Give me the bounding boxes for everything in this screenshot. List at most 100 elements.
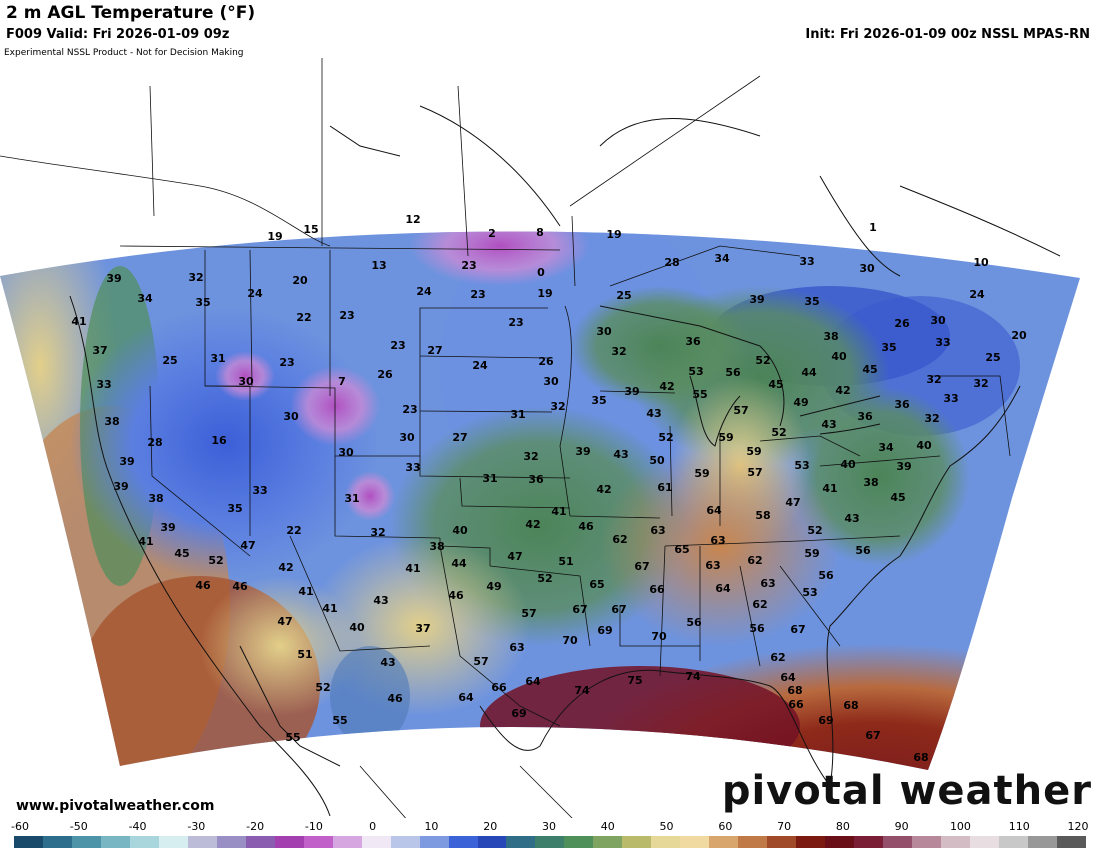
colorbar-swatch (593, 836, 623, 848)
temperature-value: 57 (747, 466, 762, 479)
temperature-value: 35 (881, 341, 896, 354)
temperature-field (0, 231, 1080, 770)
colorbar-swatch (998, 836, 1028, 848)
temperature-value: 63 (760, 577, 775, 590)
temperature-value: 39 (106, 272, 121, 285)
temperature-value: 42 (835, 384, 850, 397)
temperature-value: 23 (508, 316, 523, 329)
temperature-value: 40 (349, 621, 365, 634)
temperature-value: 33 (943, 392, 958, 405)
temperature-value: 43 (380, 656, 395, 669)
temperature-value: 0 (537, 266, 545, 279)
temperature-value: 24 (247, 287, 263, 300)
colorbar-tick-label: -30 (187, 820, 206, 833)
temperature-value: 33 (935, 336, 950, 349)
temperature-value: 39 (113, 480, 128, 493)
temperature-value: 46 (387, 692, 403, 705)
colorbar-swatch (564, 836, 594, 848)
temperature-value: 74 (685, 670, 701, 683)
colorbar-tick-label: -40 (128, 820, 147, 833)
coastlines (69, 105, 1061, 817)
colorbar-tick-label: 30 (542, 820, 556, 833)
colorbar-tick-label: 110 (1008, 820, 1030, 833)
temperature-value: 69 (597, 624, 612, 637)
temperature-value: 38 (823, 330, 838, 343)
temperature-value: 12 (405, 213, 420, 226)
temperature-value: 43 (646, 407, 661, 420)
colorbar-tick-label: 40 (600, 820, 615, 833)
temperature-value: 63 (710, 534, 725, 547)
borders (0, 58, 1011, 818)
temperature-value: 70 (651, 630, 667, 643)
temperature-value: 39 (624, 385, 639, 398)
temperature-value: 40 (840, 458, 856, 471)
temperature-value: 37 (415, 622, 430, 635)
temperature-value: 22 (296, 311, 311, 324)
temperature-value: 23 (279, 356, 294, 369)
temperature-value: 62 (612, 533, 627, 546)
temperature-value: 24 (969, 288, 985, 301)
colorbar-swatch (1056, 836, 1086, 848)
temperature-value: 64 (715, 582, 731, 595)
temperature-value: 19 (537, 287, 552, 300)
temperature-value: 30 (596, 325, 612, 338)
colorbar-swatch (1027, 836, 1057, 848)
temperature-value: 46 (195, 579, 211, 592)
temperature-value: 64 (458, 691, 474, 704)
colorbar-swatch (100, 836, 130, 848)
temperature-value: 57 (473, 655, 488, 668)
disclaimer: Experimental NSSL Product - Not for Deci… (4, 48, 244, 58)
temperature-value: 31 (344, 492, 359, 505)
map-frame[interactable]: 19 15 12 2 8 19 1 39 32 20 13 23 0 28 34 33 30 10 34 35 24 24… (0, 46, 1100, 818)
colorbar-tick-label: -20 (246, 820, 265, 833)
temperature-value: 41 (138, 535, 153, 548)
temperature-value: 23 (339, 309, 354, 322)
colorbar-swatch (912, 836, 941, 848)
temperature-value: 52 (315, 681, 330, 694)
temperature-value: 20 (292, 274, 308, 287)
temperature-value: 63 (705, 559, 720, 572)
colorbar-swatch (361, 836, 391, 848)
temperature-value: 49 (486, 580, 501, 593)
temperature-value: 66 (491, 681, 507, 694)
temperature-value: 32 (924, 412, 939, 425)
colorbar-swatch (158, 836, 188, 848)
temperature-value: 41 (822, 482, 837, 495)
temperature-value: 67 (865, 729, 880, 742)
temperature-value: 34 (137, 292, 153, 305)
temperature-value: 13 (371, 259, 386, 272)
temperature-value: 37 (92, 344, 107, 357)
temperature-value: 2 (488, 227, 496, 240)
temperature-value: 52 (537, 572, 552, 585)
temperature-value: 27 (452, 431, 467, 444)
temperature-value: 30 (283, 410, 299, 423)
colorbar-tick-label: 0 (369, 820, 377, 833)
colorbar-swatch (448, 836, 478, 848)
temperature-value: 53 (802, 586, 817, 599)
temperature-value: 67 (790, 623, 805, 636)
temperature-value: 40 (452, 524, 468, 537)
temperature-value: 35 (591, 394, 606, 407)
temperature-value: 51 (297, 648, 312, 661)
temperature-value: 65 (589, 578, 604, 591)
colorbar-tick-label: 70 (777, 820, 792, 833)
temperature-value: 44 (451, 557, 467, 570)
temperature-value: 25 (985, 351, 1000, 364)
colorbar-swatch (14, 836, 43, 848)
colorbar-tick-label: 10 (424, 820, 439, 833)
temperature-value: 64 (706, 504, 722, 517)
temperature-value: 45 (768, 378, 783, 391)
temperature-value: 36 (528, 473, 544, 486)
temperature-value: 28 (664, 256, 679, 269)
temperature-value: 36 (857, 410, 873, 423)
site-url[interactable]: www.pivotalweather.com (16, 798, 215, 814)
temperature-value: 16 (211, 434, 227, 447)
temperature-value: 55 (285, 731, 300, 744)
colorbar-swatch (187, 836, 217, 848)
temperature-value: 39 (896, 460, 911, 473)
temperature-value: 43 (844, 512, 859, 525)
init-time: Init: Fri 2026-01-09 00z NSSL MPAS-RN (805, 27, 1090, 42)
header-bar: 2 m AGL Temperature (°F) F009 Valid: Fri… (0, 0, 1100, 48)
temperature-value: 32 (611, 345, 626, 358)
